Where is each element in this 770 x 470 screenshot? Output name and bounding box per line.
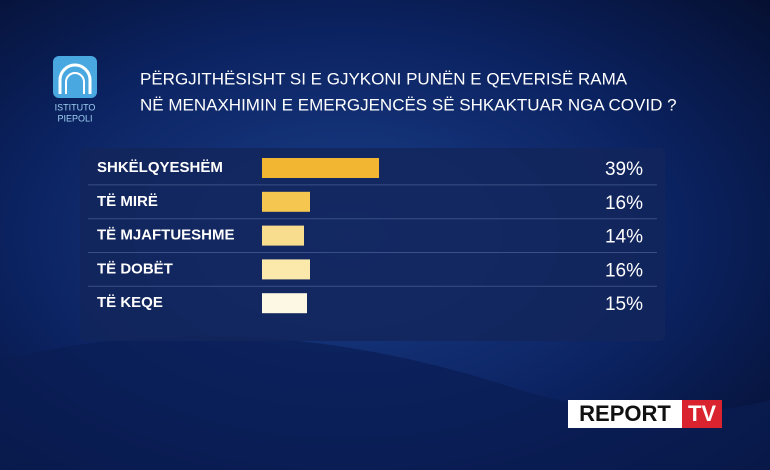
value-label: 16% [605,260,643,281]
value-label: 16% [605,193,643,214]
background-swoosh [0,336,770,470]
bar [262,293,307,314]
logo-arch [58,63,92,94]
logo-arch [65,72,85,94]
bar [262,158,379,178]
chart-rows: SHKËLQYESHËM 39% TË MIRË 16% TË MJAFTUESHME 1… [88,158,657,315]
bar [262,225,304,246]
logo-text: REPORT [579,401,671,426]
bar [262,191,310,212]
bar [262,259,310,280]
category-label: TË KEQE [97,294,163,311]
category-label: SHKËLQYESHËM [97,159,223,176]
chart-panel [80,148,665,341]
chart-title: NË MENAXHIMIN E EMERGJENCËS SË SHKAKTUAR… [140,95,677,114]
logo-text: ISTITUTO [55,102,96,112]
category-label: TË MJAFTUESHME [97,227,235,244]
category-label: TË DOBËT [97,260,173,277]
logo-box [682,400,722,428]
value-label: 39% [605,159,643,180]
value-label: 15% [605,294,643,315]
logo-box [53,56,97,98]
logo-text: TV [688,401,716,426]
value-label: 14% [605,227,643,248]
chart-title: PËRGJITHËSISHT SI E GJYKONI PUNËN E QEVE… [140,69,628,88]
category-label: TË MIRË [97,193,158,210]
channel-logo: REPORT TV [568,400,722,428]
logo-text: PIEPOLI [57,113,92,123]
institute-logo: ISTITUTO PIEPOLI [53,56,97,123]
logo-box [568,400,682,428]
